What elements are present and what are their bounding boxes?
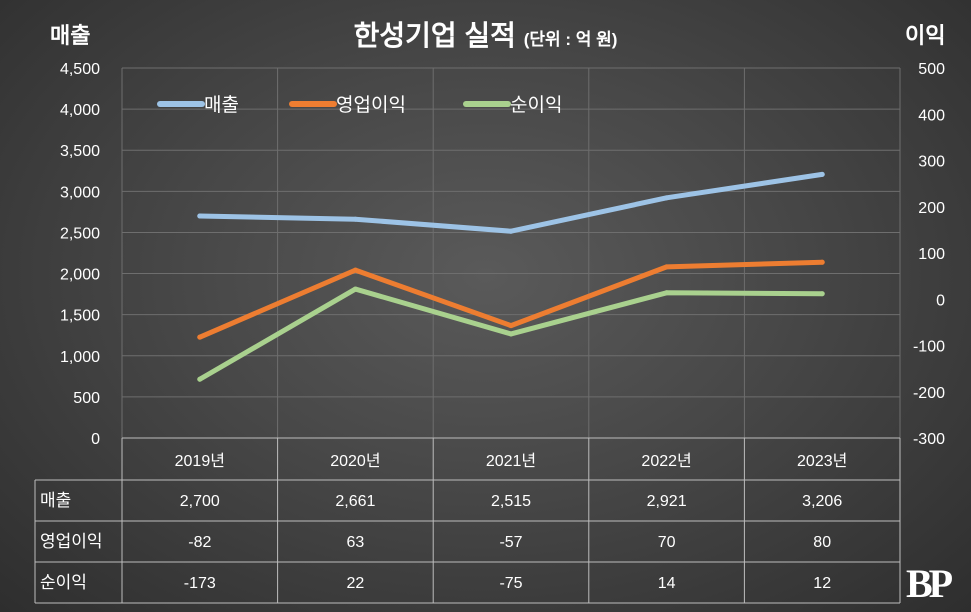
data-point-sales <box>819 171 825 177</box>
right-tick-label: 100 <box>918 246 945 263</box>
left-axis-title: 매출 <box>50 23 91 48</box>
left-tick-label: 0 <box>91 431 100 448</box>
right-tick-label: 200 <box>918 200 945 217</box>
title-text: 한성기업 실적 <box>353 20 516 51</box>
right-tick-label: 300 <box>918 154 945 171</box>
table-cell: -75 <box>499 575 522 592</box>
right-tick-label: 400 <box>918 107 945 124</box>
right-tick-label: 0 <box>936 292 945 309</box>
table-cell: 2,921 <box>647 493 687 510</box>
data-point-net <box>352 286 358 292</box>
right-tick-label: -200 <box>913 385 945 402</box>
unit-text: (단위 : 억 원) <box>523 30 618 49</box>
left-tick-label: 3,000 <box>60 184 100 201</box>
data-point-op <box>508 323 514 329</box>
chart-title: 한성기업 실적 (단위 : 억 원) <box>0 14 971 54</box>
data-point-net <box>819 291 825 297</box>
table-row-label: 매출 <box>40 491 71 510</box>
table-cell: 22 <box>347 575 365 592</box>
data-point-sales <box>664 195 670 201</box>
table-header-year: 2022년 <box>641 452 691 470</box>
table-cell: -82 <box>188 534 211 551</box>
table-cell: 70 <box>658 534 676 551</box>
data-point-net <box>664 290 670 296</box>
table-cell: -57 <box>499 534 522 551</box>
table-row-label: 순이익 <box>40 573 87 592</box>
table-cell: 2,515 <box>491 493 531 510</box>
data-point-op <box>197 334 203 340</box>
table-cell: -173 <box>184 575 216 592</box>
left-tick-label: 500 <box>73 390 100 407</box>
data-point-op <box>819 259 825 265</box>
table-cell: 14 <box>658 575 676 592</box>
table-header-year: 2020년 <box>330 452 380 470</box>
table-row-label: 영업이익 <box>40 532 103 551</box>
left-tick-label: 1,000 <box>60 349 100 366</box>
left-tick-label: 4,500 <box>60 61 100 78</box>
legend-label: 매출 <box>204 94 239 116</box>
table-header-year: 2019년 <box>175 452 225 470</box>
data-point-sales <box>508 228 514 234</box>
right-axis-title: 이익 <box>905 23 946 48</box>
right-tick-label: 500 <box>918 61 945 78</box>
left-tick-label: 4,000 <box>60 102 100 119</box>
right-tick-label: -300 <box>913 431 945 448</box>
table-cell: 2,661 <box>335 493 375 510</box>
data-point-sales <box>352 216 358 222</box>
left-tick-label: 2,000 <box>60 267 100 284</box>
data-point-op <box>664 264 670 270</box>
bp-logo: BP <box>906 561 953 606</box>
table-cell: 3,206 <box>802 493 842 510</box>
legend-label: 영업이익 <box>336 94 406 116</box>
table-cell: 63 <box>347 534 365 551</box>
series-line-sales <box>197 171 825 234</box>
left-tick-label: 3,500 <box>60 143 100 160</box>
data-point-net <box>508 331 514 337</box>
data-point-sales <box>197 213 203 219</box>
data-point-net <box>197 376 203 382</box>
right-tick-label: -100 <box>913 339 945 356</box>
table-cell: 80 <box>813 534 831 551</box>
data-point-op <box>352 267 358 273</box>
left-tick-label: 1,500 <box>60 308 100 325</box>
legend-label: 순이익 <box>510 94 562 116</box>
table-header-year: 2021년 <box>486 452 536 470</box>
table-cell: 2,700 <box>180 493 220 510</box>
table-cell: 12 <box>813 575 831 592</box>
left-tick-label: 2,500 <box>60 225 100 242</box>
table-header-year: 2023년 <box>797 452 847 470</box>
